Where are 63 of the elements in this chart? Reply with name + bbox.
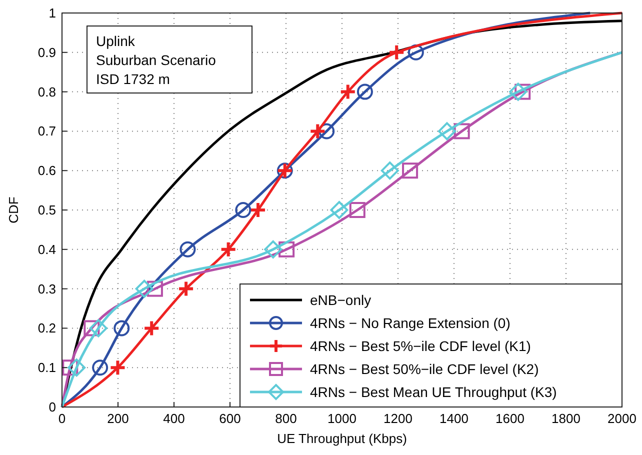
y-tick-label: 0.4 [38,242,56,257]
annotation: ISD 1732 m [96,71,170,87]
x-tick-label: 0 [58,411,66,426]
x-tick-label: 1600 [496,411,524,426]
x-tick-label: 200 [107,411,129,426]
point [143,320,160,337]
point [278,241,295,258]
point [380,162,399,180]
point [146,280,163,297]
point [68,358,86,377]
y-tick-label: 0.1 [38,360,56,376]
x-tick-label: 2000 [608,411,636,426]
point [408,44,424,60]
y-tick-label: 0.8 [38,84,56,100]
x-tick-label: 1800 [552,411,580,426]
point [264,240,282,258]
y-tick-label: 0.2 [38,320,56,336]
point [514,84,531,100]
x-tick-label: 1400 [440,411,468,426]
point [89,319,108,338]
point [402,162,418,179]
point [309,122,326,140]
legend-label: eNB−only [310,292,372,308]
point [180,241,196,258]
y-axis-title: CDF [6,196,21,224]
y-tick-label: 0.5 [38,202,56,218]
x-tick-label: 600 [219,411,241,426]
point [250,202,266,218]
legend-label: 4RNs − Best 50%−ile CDF level (K2) [310,361,539,377]
point [109,359,126,376]
point [235,202,252,218]
annotation: Uplink [96,33,136,49]
legend-label: 4RNs − Best Mean UE Throughput (K3) [310,384,557,400]
point [178,280,195,298]
point [318,123,335,140]
annotation: Suburban Scenario [96,52,216,68]
x-tick-label: 800 [275,411,297,426]
legend-label: 4RNs − Best 5%−ile CDF level (K1) [310,338,531,354]
point [438,122,456,140]
point [84,320,100,336]
point [509,82,528,101]
point [220,240,237,258]
y-tick-label: 0.6 [38,163,56,178]
y-tick-label: 0.3 [38,281,56,296]
point [454,123,470,140]
x-axis-title: UE Throughput (Kbps) [277,431,407,446]
point [356,84,373,100]
point [92,360,108,376]
y-tick-label: 1 [48,6,56,20]
x-tick-label: 1000 [328,411,356,426]
point [135,280,154,298]
point [339,83,356,100]
point [114,320,130,336]
y-tick-label: 0 [48,400,56,414]
y-tick-label: 0.9 [38,44,56,60]
point [62,360,78,376]
legend-label: 4RNs − No Range Extension (0) [310,315,510,331]
y-tick-label: 0.7 [38,124,56,139]
point [349,202,366,218]
point [388,44,406,61]
point [330,201,348,219]
x-tick-label: 400 [163,411,185,426]
x-tick-label: 1200 [384,411,412,426]
